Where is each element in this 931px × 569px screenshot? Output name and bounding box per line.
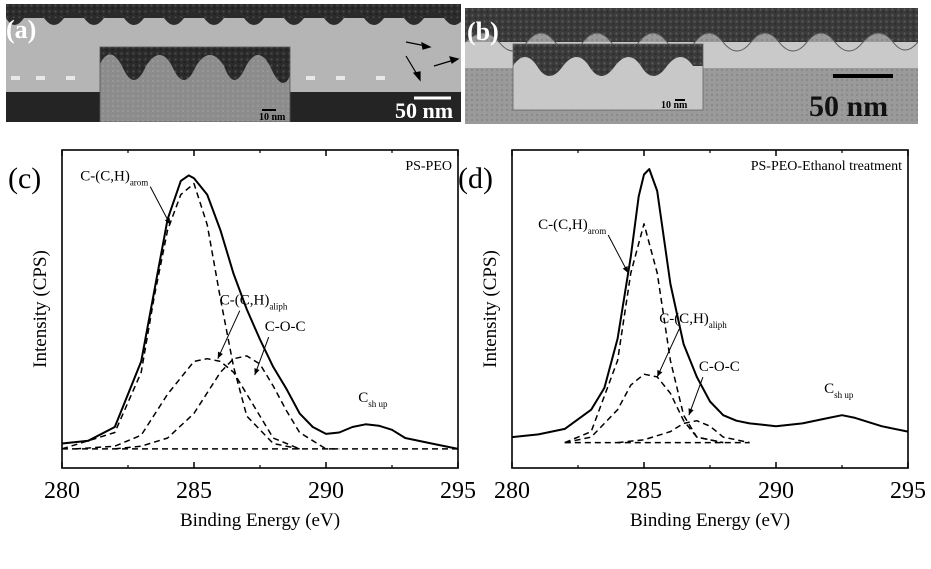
annotation-arrow [656,328,680,378]
annotation-label: C-O-C [699,359,740,375]
x-axis-title: Binding Energy (eV) [180,510,340,531]
sem-image-a: 10 nm (a) 50 nm [6,4,461,122]
x-tick-label: 280 [44,478,80,504]
x-tick-label: 290 [758,478,794,504]
spectrum-line [61,174,459,450]
annotation-subscript: sh up [834,390,854,400]
annotation-label: Csh up [358,390,388,409]
sem-particles-a [11,76,385,80]
annotation-subscript: sh up [368,399,388,409]
annotation-text: C-O-C [265,319,306,335]
x-axis-title: Binding Energy (eV) [630,510,790,531]
y-axis-title: Intensity (CPS) [30,250,51,368]
x-tick-label: 285 [626,478,662,504]
xps-chart-d: 280 285 290 295 Binding Energy (eV) Intensity… [458,149,926,531]
annotation-arrowhead [688,408,694,416]
chart-title: PS-PEO [405,159,452,174]
scale-label-a: 50 nm [395,98,453,122]
fit-component-line [564,223,724,444]
annotation-arrowhead [217,351,223,359]
sem-panel-b: 10 nm (b) 50 nm [465,8,918,124]
annotation-text: C-(C,H) [80,169,130,185]
panel-label-c: (c) [8,162,41,195]
annotation-text: C-(C,H) [220,293,270,309]
annotation-arrowhead [164,217,171,225]
annotation-label: Csh up [824,381,854,400]
fit-component-line [114,355,340,450]
inset-scale-label-a: 10 nm [259,112,286,122]
spectrum-line [511,168,909,439]
annotation-arrow [688,377,704,416]
annotation-arrowhead [254,368,260,376]
annotation-text: C [824,381,834,397]
x-tick-label: 295 [440,478,476,504]
annotation-arrowhead [657,369,663,377]
panel-label-b: (b) [467,17,499,46]
annotation-arrow [607,234,629,274]
annotation-arrow [149,186,171,225]
sem-inset-a: 10 nm [99,46,291,122]
annotation-text: C-(C,H) [538,217,588,233]
annotation-label: C-(C,H)aliph [659,311,727,330]
annotation-text: C [358,390,368,406]
annotation-arrow [254,336,270,376]
annotation-arrow [217,310,241,359]
chart-title: PS-PEO-Ethanol treatment [751,159,902,174]
fit-component-line [75,357,300,450]
fit-component-line [564,373,724,444]
y-axis-title: Intensity (CPS) [480,250,501,368]
scale-label-b: 50 nm [809,90,888,123]
xps-chart-c: 280 285 290 295 Binding Energy (eV) Intensity… [8,149,476,531]
fit-component-line [61,182,300,450]
panel-label-d: (d) [458,162,493,195]
annotation-label: C-O-C [265,319,306,335]
plot-frame [61,149,459,469]
annotation-label: C-(C,H)aliph [220,293,288,312]
inset-scale-label-b: 10 nm [661,100,688,111]
annotation-subscript: arom [588,226,607,236]
annotation-text: C-O-C [699,359,740,375]
x-tick-label: 290 [308,478,344,504]
annotation-arrowhead [622,266,629,274]
x-tick-label: 280 [494,478,530,504]
annotation-subscript: aliph [709,320,727,330]
annotation-label: C-(C,H)arom [80,169,148,188]
annotation-label: C-(C,H)arom [538,217,606,236]
panel-label-a: (a) [6,15,36,44]
sem-arrows-a [405,41,460,82]
sem-inset-b: 10 nm [512,43,704,111]
annotation-subscript: aliph [269,302,287,312]
annotation-subscript: arom [130,178,149,188]
plot-frame [511,149,909,469]
xps-charts: 280 285 290 295 Binding Energy (eV) Intensity… [8,149,926,531]
x-tick-label: 285 [176,478,212,504]
sem-panel-a: 10 nm (a) 50 nm [6,4,461,122]
fit-component-line [617,419,750,444]
x-tick-label: 295 [890,478,926,504]
annotation-text: C-(C,H) [659,311,709,327]
sem-image-b: 10 nm (b) 50 nm [465,8,918,124]
